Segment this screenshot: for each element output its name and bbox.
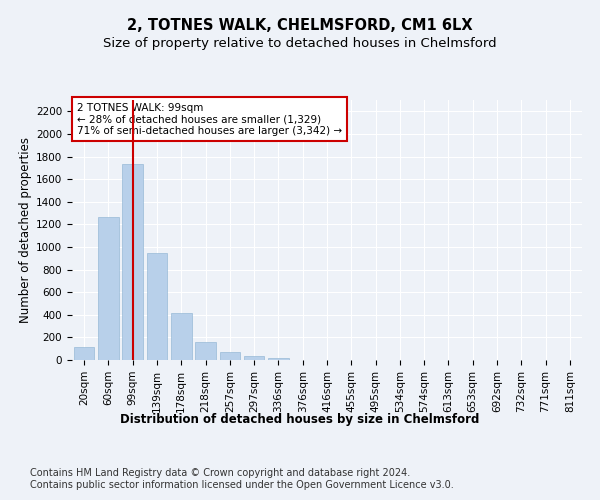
Bar (122, 164, 143, 360)
Text: 2 TOTNES WALK: 99sqm
← 28% of detached houses are smaller (1,329)
71% of semi-de: 2 TOTNES WALK: 99sqm ← 28% of detached h… (77, 102, 342, 136)
Text: Contains public sector information licensed under the Open Government Licence v3: Contains public sector information licen… (30, 480, 454, 490)
Bar (98, 216, 119, 360)
Bar (195, 342, 216, 360)
Bar (220, 352, 240, 360)
Bar (268, 358, 289, 360)
Text: 2, TOTNES WALK, CHELMSFORD, CM1 6LX: 2, TOTNES WALK, CHELMSFORD, CM1 6LX (127, 18, 473, 32)
Y-axis label: Number of detached properties: Number of detached properties (19, 137, 32, 323)
Text: Size of property relative to detached houses in Chelmsford: Size of property relative to detached ho… (103, 38, 497, 51)
Text: Distribution of detached houses by size in Chelmsford: Distribution of detached houses by size … (121, 412, 479, 426)
Bar (244, 356, 265, 360)
Bar (146, 252, 167, 360)
Bar (171, 313, 191, 360)
Text: Contains HM Land Registry data © Crown copyright and database right 2024.: Contains HM Land Registry data © Crown c… (30, 468, 410, 477)
Bar (74, 347, 94, 360)
